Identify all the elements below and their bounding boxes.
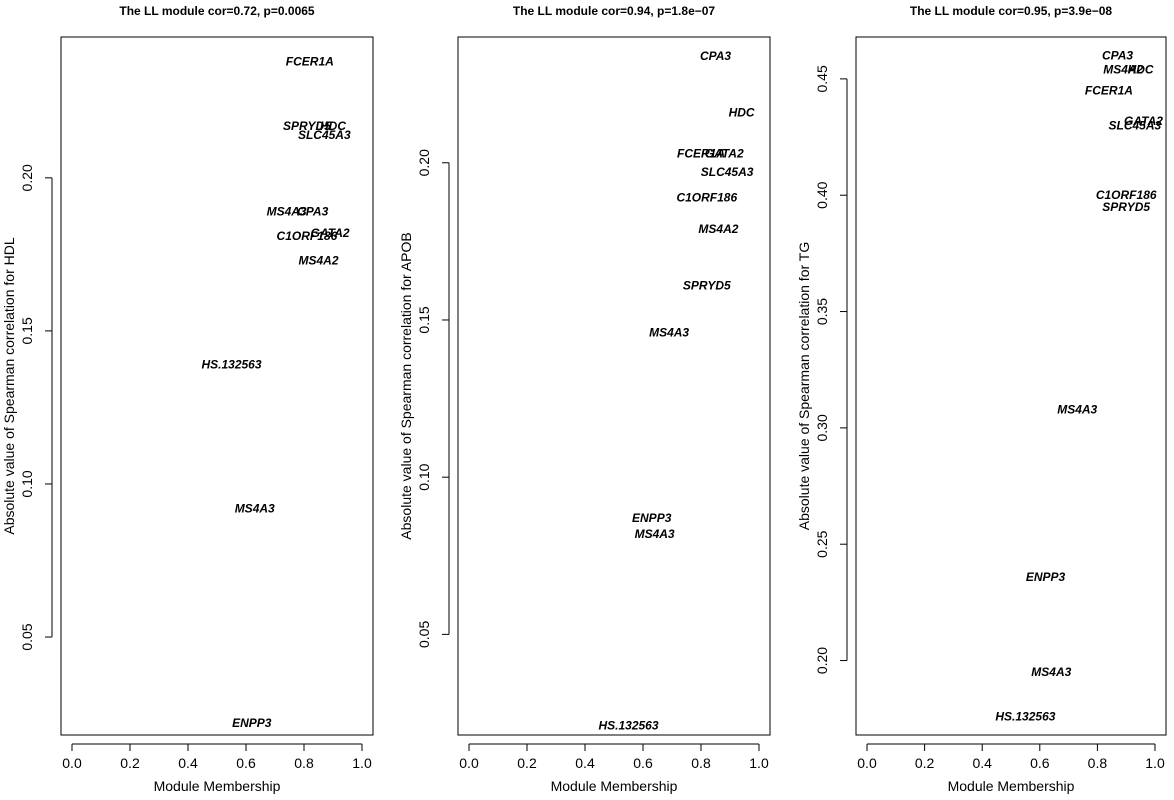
point-label-hs-132563: HS.132563 — [201, 358, 261, 372]
y-tick-label: 0.05 — [416, 621, 432, 648]
point-label-ms4a3: MS4A3 — [267, 205, 307, 219]
plot-frame — [855, 36, 1167, 736]
y-tick-label: 0.10 — [19, 470, 35, 497]
point-label-gata2: GATA2 — [705, 146, 744, 160]
plot-frame — [60, 36, 374, 736]
x-tick-label: 0.6 — [1030, 755, 1050, 771]
plot-frame — [457, 36, 771, 736]
x-tick-label: 0.0 — [62, 755, 82, 771]
x-tick-label: 0.2 — [915, 755, 935, 771]
x-tick-label: 0.8 — [294, 755, 314, 771]
y-tick-label: 0.10 — [416, 463, 432, 490]
point-label-fcer1a: FCER1A — [677, 146, 725, 160]
point-label-ms4a2: MS4A2 — [298, 253, 338, 267]
chart-panel-3: The LL module cor=0.95, p=3.9e−080.0 0.2 0… — [796, 4, 1167, 794]
point-label-cpa3: CPA3 — [297, 205, 328, 219]
point-label-hs-132563: HS.132563 — [598, 719, 658, 733]
x-tick-label: 0.6 — [236, 755, 256, 771]
point-label-slc45a3: SLC45A3 — [1108, 118, 1161, 132]
point-label-ms4a3: MS4A3 — [649, 326, 689, 340]
point-label-fcer1a: FCER1A — [1085, 84, 1133, 98]
point-label-spryd5: SPRYD5 — [1102, 200, 1150, 214]
x-tick-label: 0.8 — [691, 755, 711, 771]
point-label-cpa3: CPA3 — [1102, 49, 1133, 63]
y-tick-label: 0.40 — [814, 181, 830, 208]
point-label-hdc: HDC — [729, 105, 755, 119]
point-label-slc45a3: SLC45A3 — [701, 165, 754, 179]
point-label-hdc: HDC — [320, 119, 346, 133]
point-label-hdc: HDC — [1128, 63, 1154, 77]
y-axis-label: Absolute value of Spearman correlation f… — [398, 232, 414, 539]
x-tick-label: 0.2 — [517, 755, 537, 771]
y-tick-label: 0.20 — [814, 647, 830, 674]
point-label-ms4a3: MS4A3 — [635, 527, 675, 541]
x-tick-label: 0.8 — [1088, 755, 1108, 771]
chart-title: The LL module cor=0.94, p=1.8e−07 — [513, 4, 716, 18]
y-tick-label: 0.20 — [19, 164, 35, 191]
y-tick-label: 0.05 — [19, 623, 35, 650]
y-axis-label: Absolute value of Spearman correlation f… — [1, 237, 17, 534]
y-tick-label: 0.20 — [416, 149, 432, 176]
y-tick-label: 0.25 — [814, 530, 830, 557]
y-tick-label: 0.35 — [814, 298, 830, 325]
point-label-c1orf186: C1ORF186 — [277, 229, 338, 243]
y-tick-label: 0.15 — [416, 306, 432, 333]
x-tick-label: 0.4 — [972, 755, 992, 771]
x-tick-label: 1.0 — [352, 755, 372, 771]
x-axis-label: Module Membership — [551, 778, 678, 794]
chart-panel-2: The LL module cor=0.94, p=1.8e−070.0 0.2 0… — [398, 4, 771, 794]
y-tick-label: 0.45 — [814, 65, 830, 92]
point-label-slc45a3: SLC45A3 — [298, 128, 351, 142]
point-label-c1orf186: C1ORF186 — [676, 190, 737, 204]
chart-title: The LL module cor=0.95, p=3.9e−08 — [910, 4, 1113, 18]
x-axis-label: Module Membership — [154, 778, 281, 794]
point-label-gata2: GATA2 — [1124, 114, 1163, 128]
point-label-fcer1a: FCER1A — [286, 54, 334, 68]
x-tick-label: 0.0 — [857, 755, 877, 771]
x-tick-label: 0.4 — [178, 755, 198, 771]
y-tick-label: 0.15 — [19, 317, 35, 344]
point-label-spryd5: SPRYD5 — [283, 119, 331, 133]
chart-panel-1: The LL module cor=0.72, p=0.0065 0.0 0.2 0.… — [1, 4, 374, 794]
point-label-enpp3: ENPP3 — [1026, 570, 1066, 584]
x-tick-label: 0.2 — [120, 755, 140, 771]
point-label-ms4a3: MS4A3 — [1057, 402, 1097, 416]
y-tick-label: 0.30 — [814, 414, 830, 441]
point-label-hs-132563: HS.132563 — [995, 709, 1055, 723]
x-axis-label: Module Membership — [948, 778, 1075, 794]
x-tick-label: 0.0 — [459, 755, 479, 771]
y-axis-label: Absolute value of Spearman correlation f… — [796, 242, 812, 530]
point-label-enpp3: ENPP3 — [632, 511, 672, 525]
point-label-ms4a3: MS4A3 — [1031, 665, 1071, 679]
x-tick-label: 1.0 — [1145, 755, 1165, 771]
x-tick-label: 0.6 — [633, 755, 653, 771]
point-label-cpa3: CPA3 — [700, 49, 731, 63]
point-label-c1orf186: C1ORF186 — [1096, 188, 1157, 202]
x-tick-label: 0.4 — [575, 755, 595, 771]
point-label-spryd5: SPRYD5 — [683, 278, 731, 292]
point-label-gata2: GATA2 — [311, 226, 350, 240]
point-label-ms4a3: MS4A3 — [235, 501, 275, 515]
point-label-ms4a2: MS4A2 — [1103, 63, 1143, 77]
point-label-ms4a2: MS4A2 — [698, 222, 738, 236]
chart-title: The LL module cor=0.72, p=0.0065 — [119, 4, 315, 18]
point-label-enpp3: ENPP3 — [232, 716, 272, 730]
x-tick-label: 1.0 — [749, 755, 769, 771]
